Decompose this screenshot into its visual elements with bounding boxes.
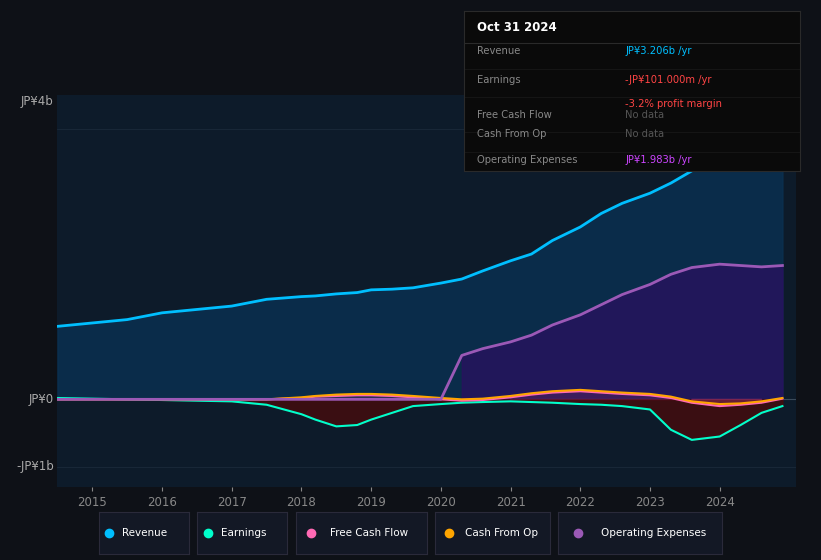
Text: Cash From Op: Cash From Op: [465, 529, 538, 538]
Text: -JP¥1b: -JP¥1b: [16, 460, 54, 473]
Text: Revenue: Revenue: [122, 529, 167, 538]
Text: Operating Expenses: Operating Expenses: [477, 155, 578, 165]
Text: JP¥4b: JP¥4b: [21, 95, 54, 108]
Text: Revenue: Revenue: [477, 46, 521, 57]
Text: Cash From Op: Cash From Op: [477, 129, 547, 139]
Text: No data: No data: [626, 110, 664, 120]
Text: JP¥3.206b /yr: JP¥3.206b /yr: [626, 46, 692, 57]
Text: Oct 31 2024: Oct 31 2024: [477, 21, 557, 34]
Text: -JP¥101.000m /yr: -JP¥101.000m /yr: [626, 75, 712, 85]
Text: No data: No data: [626, 129, 664, 139]
Text: Earnings: Earnings: [477, 75, 521, 85]
Text: Operating Expenses: Operating Expenses: [601, 529, 706, 538]
Text: -3.2% profit margin: -3.2% profit margin: [626, 99, 722, 109]
Text: JP¥1.983b /yr: JP¥1.983b /yr: [626, 155, 692, 165]
Text: JP¥0: JP¥0: [29, 393, 54, 406]
Text: Earnings: Earnings: [221, 529, 266, 538]
Text: Free Cash Flow: Free Cash Flow: [330, 529, 408, 538]
Text: Free Cash Flow: Free Cash Flow: [477, 110, 552, 120]
